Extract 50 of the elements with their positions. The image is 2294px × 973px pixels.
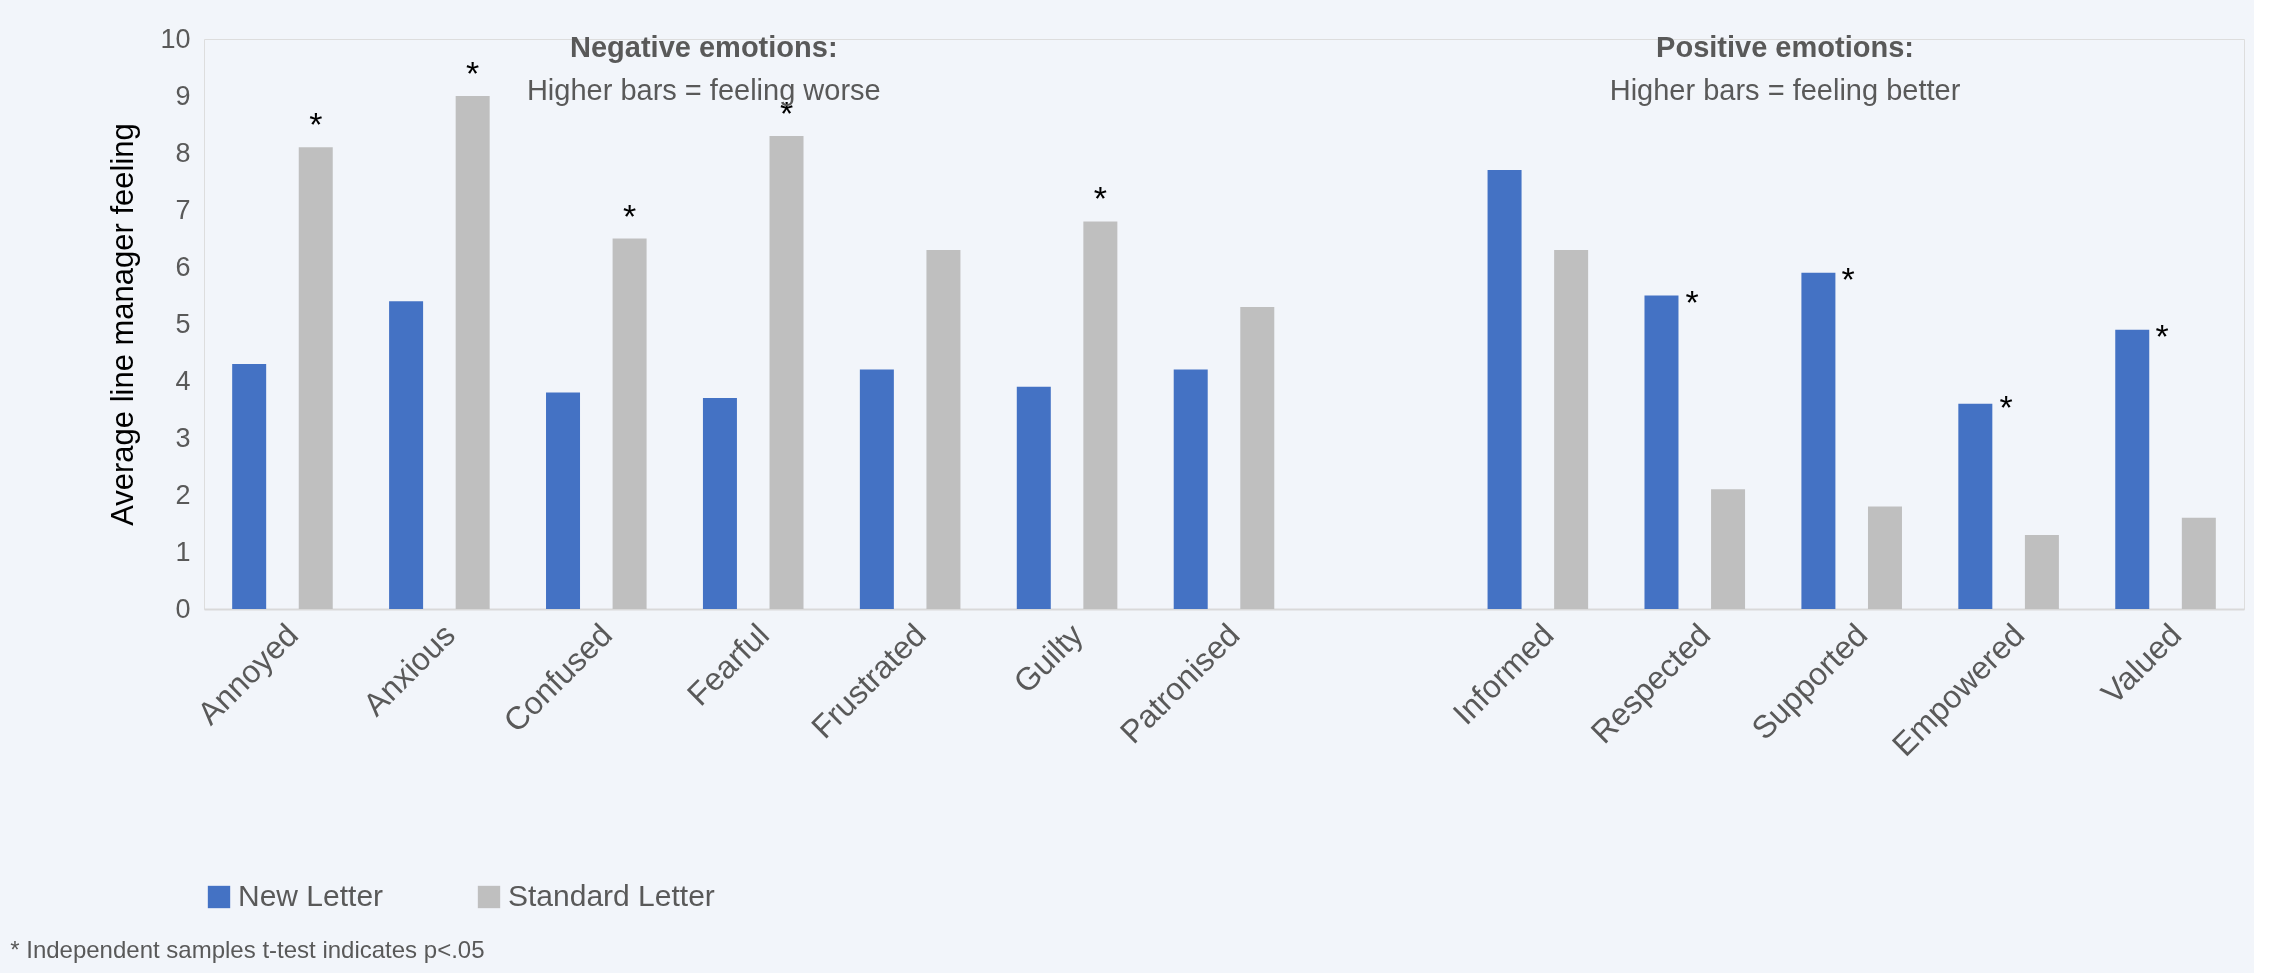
annotation: *	[309, 105, 323, 144]
bar	[2181, 517, 2216, 609]
bar	[1958, 403, 1993, 609]
y-tick-label: 6	[175, 251, 191, 282]
bar	[612, 238, 647, 609]
bar	[546, 392, 581, 609]
bar	[1240, 306, 1275, 609]
y-tick-label: 7	[175, 194, 191, 225]
annotation: *	[622, 196, 637, 235]
annotation: *	[1685, 283, 1699, 321]
bar	[2115, 329, 2150, 609]
bar	[1867, 506, 1902, 609]
y-tick-label: 0	[175, 593, 191, 624]
annotation: *	[2155, 317, 2169, 355]
y-axis-title: Average line manager feeling	[105, 123, 141, 526]
bar	[1801, 272, 1836, 609]
bar	[1173, 369, 1208, 609]
bar	[298, 147, 333, 609]
bar	[232, 363, 267, 609]
legend-label: Standard Letter	[508, 879, 715, 912]
bar	[1644, 295, 1679, 609]
legend-label: New Letter	[238, 879, 384, 912]
y-tick-label: 4	[175, 365, 191, 396]
bar	[1016, 386, 1051, 609]
y-tick-label: 2	[175, 479, 191, 510]
y-tick-label: 10	[160, 23, 191, 54]
annotation: Negative emotions:	[570, 31, 838, 63]
bar	[1711, 489, 1746, 609]
annotation: *	[1999, 388, 2013, 426]
annotation: *	[1093, 179, 1107, 218]
y-tick-label: 5	[175, 308, 191, 339]
bar	[389, 301, 424, 609]
y-tick-label: 3	[175, 422, 191, 453]
bar	[455, 96, 490, 609]
bar	[1487, 170, 1522, 609]
text: * Independent samples t-test indicates p<.05	[10, 936, 485, 963]
bar	[1554, 249, 1589, 609]
bar	[926, 249, 961, 609]
annotation: Positive emotions:	[1656, 31, 1914, 63]
bar	[769, 135, 804, 609]
y-tick-label: 9	[175, 80, 191, 111]
bar	[2024, 534, 2059, 609]
annotation: *	[466, 54, 480, 92]
annotation: Higher bars = feeling better	[1609, 74, 1961, 106]
y-tick-label: 8	[175, 137, 191, 168]
annotation: *	[1841, 260, 1855, 298]
bar	[702, 398, 737, 609]
bar	[1083, 221, 1118, 609]
y-tick-label: 1	[175, 536, 191, 567]
bar	[859, 369, 894, 609]
